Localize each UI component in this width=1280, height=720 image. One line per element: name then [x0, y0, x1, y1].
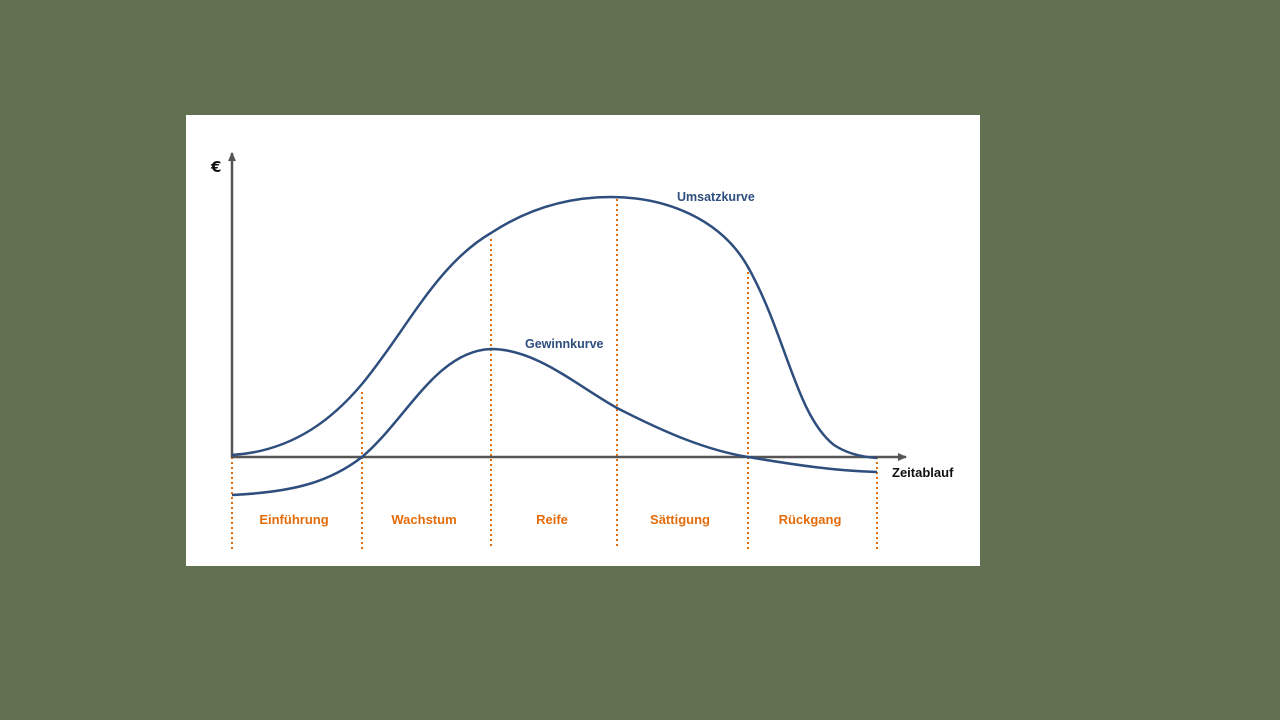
product-lifecycle-diagram: € Zeitablauf Umsatzkurve Gewinnkurve Ein…	[210, 152, 954, 549]
phase-separators	[231, 199, 878, 549]
phase-label-introduction: Einführung	[259, 512, 328, 527]
revenue-curve	[231, 195, 878, 460]
x-axis-label: Zeitablauf	[892, 465, 954, 480]
diagram-panel: € Zeitablauf Umsatzkurve Gewinnkurve Ein…	[186, 115, 980, 566]
phase-label-growth: Wachstum	[391, 512, 456, 527]
phase-label-decline: Rückgang	[779, 512, 842, 527]
y-axis-label: €	[210, 158, 221, 176]
phase-label-saturation: Sättigung	[650, 512, 710, 527]
revenue-curve-label: Umsatzkurve	[677, 190, 755, 204]
phase-label-maturity: Reife	[536, 512, 568, 527]
profit-curve-label: Gewinnkurve	[525, 337, 604, 351]
profit-curve	[231, 347, 878, 497]
